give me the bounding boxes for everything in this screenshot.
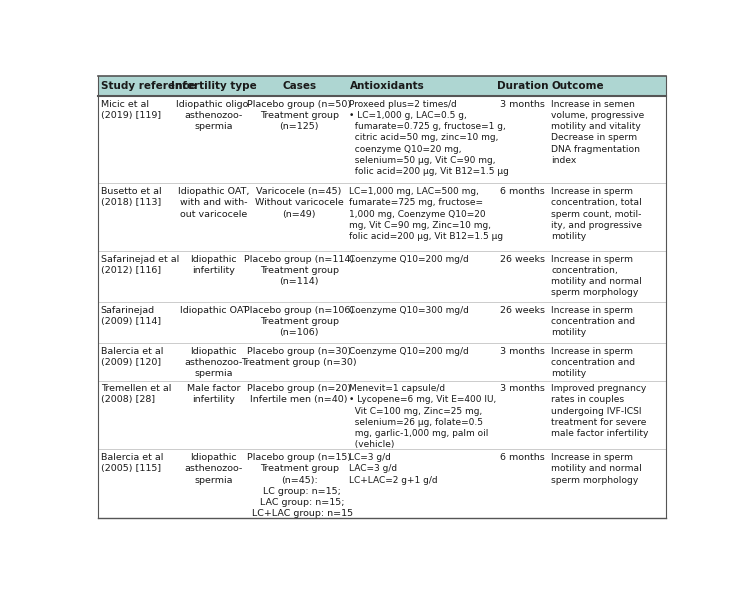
Text: Placebo group (n=20)
Infertile men (n=40): Placebo group (n=20) Infertile men (n=40… (247, 384, 351, 405)
Text: Idiopathic OAT: Idiopathic OAT (180, 306, 248, 315)
Text: Idiopathic
asthenozoo-
spermia: Idiopathic asthenozoo- spermia (185, 347, 243, 379)
Text: Infertility type: Infertility type (171, 81, 257, 91)
Text: Placebo group (n=106)
Treatment group
(n=106): Placebo group (n=106) Treatment group (n… (244, 306, 354, 338)
Text: Placebo group (n=114)
Treatment group
(n=114): Placebo group (n=114) Treatment group (n… (244, 255, 354, 286)
Text: Placebo group (n=30)
Treatment group (n=30): Placebo group (n=30) Treatment group (n=… (241, 347, 357, 367)
Text: 6 months: 6 months (501, 453, 545, 462)
Text: Placebo group (n=50)
Treatment group
(n=125): Placebo group (n=50) Treatment group (n=… (247, 100, 351, 131)
Text: Idiopathic OAT,
with and with-
out varicocele: Idiopathic OAT, with and with- out varic… (178, 187, 250, 218)
Text: Increase in sperm
concentration and
motility: Increase in sperm concentration and moti… (551, 347, 635, 379)
Text: Menevit=1 capsule/d
• Lycopene=6 mg, Vit E=400 IU,
  Vit C=100 mg, Zinc=25 mg,
 : Menevit=1 capsule/d • Lycopene=6 mg, Vit… (349, 384, 496, 450)
Text: LC=1,000 mg, LAC=500 mg,
fumarate=725 mg, fructose=
1,000 mg, Coenzyme Q10=20
mg: LC=1,000 mg, LAC=500 mg, fumarate=725 mg… (349, 187, 503, 241)
Text: Varicocele (n=45)
Without varicocele
(n=49): Varicocele (n=45) Without varicocele (n=… (255, 187, 343, 218)
Text: 3 months: 3 months (501, 384, 545, 393)
Text: Antioxidants: Antioxidants (349, 81, 424, 91)
Text: Cases: Cases (282, 81, 316, 91)
Text: Study reference: Study reference (101, 81, 196, 91)
Text: Coenzyme Q10=200 mg/d: Coenzyme Q10=200 mg/d (349, 255, 469, 264)
Text: Placebo group (n=15)
Treatment group
(n=45):
  LC group: n=15;
  LAC group: n=15: Placebo group (n=15) Treatment group (n=… (246, 453, 352, 518)
Text: 26 weeks: 26 weeks (500, 306, 545, 315)
Text: Increase in sperm
motility and normal
sperm morphology: Increase in sperm motility and normal sp… (551, 453, 642, 485)
Text: Safarinejad
(2009) [114]: Safarinejad (2009) [114] (101, 306, 161, 326)
Text: Safarinejad et al
(2012) [116]: Safarinejad et al (2012) [116] (101, 255, 179, 275)
Text: Male factor
infertility: Male factor infertility (187, 384, 241, 405)
Text: Proxeed plus=2 times/d
• LC=1,000 g, LAC=0.5 g,
  fumarate=0.725 g, fructose=1 g: Proxeed plus=2 times/d • LC=1,000 g, LAC… (349, 100, 509, 176)
Text: Idiopathic oligo-
asthenozoo-
spermia: Idiopathic oligo- asthenozoo- spermia (176, 100, 252, 131)
Text: Coenzyme Q10=300 mg/d: Coenzyme Q10=300 mg/d (349, 306, 469, 315)
Text: Increase in semen
volume, progressive
motility and vitality
Decrease in sperm
DN: Increase in semen volume, progressive mo… (551, 100, 644, 165)
Text: Idiopathic
infertility: Idiopathic infertility (191, 255, 237, 275)
Text: Increase in sperm
concentration and
motility: Increase in sperm concentration and moti… (551, 306, 635, 338)
Text: Busetto et al
(2018) [113]: Busetto et al (2018) [113] (101, 187, 161, 208)
Text: Balercia et al
(2005) [115]: Balercia et al (2005) [115] (101, 453, 163, 474)
Text: 3 months: 3 months (501, 347, 545, 356)
Text: 26 weeks: 26 weeks (500, 255, 545, 264)
Text: 3 months: 3 months (501, 100, 545, 109)
Text: Outcome: Outcome (552, 81, 604, 91)
Text: Balercia et al
(2009) [120]: Balercia et al (2009) [120] (101, 347, 163, 367)
Text: Idiopathic
asthenozoo-
spermia: Idiopathic asthenozoo- spermia (185, 453, 243, 485)
Text: Tremellen et al
(2008) [28]: Tremellen et al (2008) [28] (101, 384, 171, 405)
Text: Duration: Duration (497, 81, 548, 91)
Text: Coenzyme Q10=200 mg/d: Coenzyme Q10=200 mg/d (349, 347, 469, 356)
Text: LC=3 g/d
LAC=3 g/d
LC+LAC=2 g+1 g/d: LC=3 g/d LAC=3 g/d LC+LAC=2 g+1 g/d (349, 453, 437, 485)
Text: Increase in sperm
concentration,
motility and normal
sperm morphology: Increase in sperm concentration, motilit… (551, 255, 642, 298)
Text: 6 months: 6 months (501, 187, 545, 196)
Bar (98, 76, 666, 96)
Text: Increase in sperm
concentration, total
sperm count, motil-
ity, and progressive
: Increase in sperm concentration, total s… (551, 187, 642, 241)
Text: Improved pregnancy
rates in couples
undergoing IVF-ICSI
treatment for severe
mal: Improved pregnancy rates in couples unde… (551, 384, 649, 438)
Text: Micic et al
(2019) [119]: Micic et al (2019) [119] (101, 100, 161, 120)
